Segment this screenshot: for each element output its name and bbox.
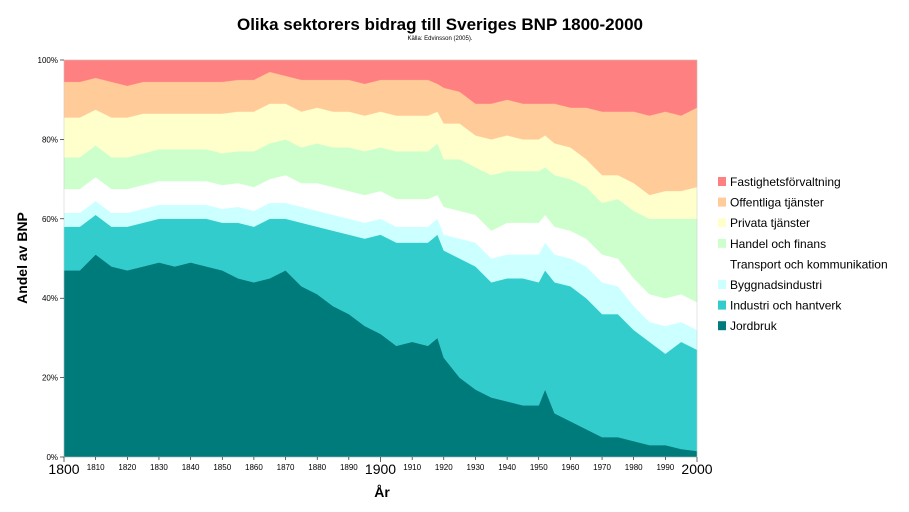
x-tick-label: 1980 — [625, 463, 643, 472]
x-tick-label: 1880 — [308, 463, 326, 472]
x-tick-label: 1850 — [213, 463, 231, 472]
legend-label-handel-och-finans: Handel och finans — [730, 237, 826, 251]
legend-label-offentliga-tjanster: Offentliga tjänster — [730, 196, 824, 210]
x-axis-label: År — [374, 484, 390, 500]
y-axis: 0% 20% 40% 60% 80% 100% — [38, 56, 64, 462]
y-tick-label: 20% — [42, 374, 58, 383]
x-tick-label: 1900 — [365, 461, 396, 477]
x-axis: 1810 1820 1830 1840 1850 1860 1870 1880 1890 1910… — [48, 457, 713, 477]
y-tick-label: 100% — [38, 56, 58, 65]
y-tick-label: 60% — [42, 215, 58, 224]
x-tick-label: 1830 — [150, 463, 168, 472]
x-tick-label: 2000 — [681, 461, 712, 477]
legend-swatch-privata-tjanster — [718, 218, 726, 228]
x-tick-label: 1870 — [277, 463, 295, 472]
legend: Fastighetsförvaltning Offentliga tjänster… — [718, 175, 888, 333]
x-tick-label: 1820 — [118, 463, 136, 472]
legend-swatch-fastighetsforvaltning — [718, 177, 726, 186]
area-series-group — [63, 59, 698, 458]
legend-swatch-handel-och-finans — [718, 238, 726, 248]
legend-label-fastighetsforvaltning: Fastighetsförvaltning — [730, 175, 841, 189]
x-tick-label: 1810 — [87, 463, 105, 472]
x-tick-label: 1990 — [656, 463, 674, 472]
legend-label-transport-och-kommunikation: Transport och kommunikation — [730, 257, 888, 271]
x-tick-label: 1890 — [340, 463, 358, 472]
x-tick-label: 1800 — [48, 461, 79, 477]
x-tick-label: 1910 — [403, 463, 421, 472]
legend-label-jordbruk: Jordbruk — [730, 319, 778, 333]
y-tick-label: 0% — [46, 453, 58, 462]
x-tick-label: 1920 — [435, 463, 453, 472]
legend-label-industri-och-hantverk: Industri och hantverk — [730, 299, 842, 313]
x-tick-label: 1860 — [245, 463, 263, 472]
legend-swatch-jordbruk — [718, 321, 726, 331]
legend-swatch-offentliga-tjanster — [718, 197, 726, 207]
x-tick-label: 1840 — [182, 463, 200, 472]
y-axis-label: Andel av BNP — [14, 212, 30, 304]
x-tick-label: 1970 — [593, 463, 611, 472]
chart-title: Olika sektorers bidrag till Sveriges BNP… — [237, 15, 643, 34]
legend-label-privata-tjanster: Privata tjänster — [730, 216, 810, 230]
legend-swatch-byggnadsindustri — [718, 280, 726, 289]
chart-subtitle: Källa: Edvinsson (2005). — [407, 36, 472, 42]
x-tick-label: 1960 — [562, 463, 580, 472]
x-tick-label: 1950 — [530, 463, 548, 472]
legend-swatch-transport-och-kommunikation — [718, 259, 726, 269]
y-tick-label: 80% — [42, 135, 58, 144]
x-tick-label: 1930 — [467, 463, 485, 472]
x-tick-label: 1940 — [498, 463, 516, 472]
legend-label-byggnadsindustri: Byggnadsindustri — [730, 278, 822, 292]
legend-swatch-industri-och-hantverk — [718, 300, 726, 310]
y-tick-label: 40% — [42, 294, 58, 303]
